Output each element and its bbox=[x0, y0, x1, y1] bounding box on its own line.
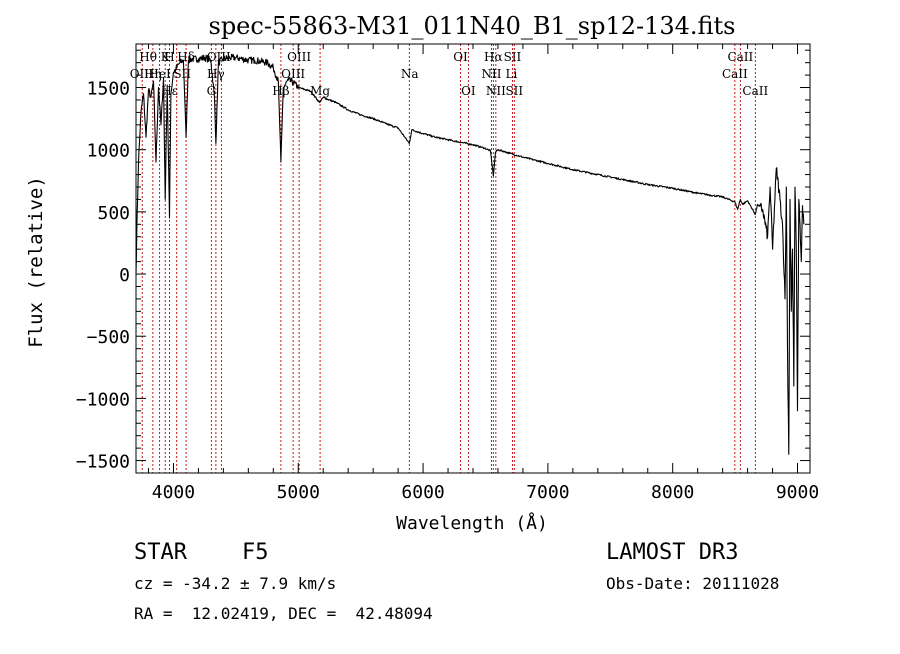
x-tick-label: 9000 bbox=[776, 482, 819, 503]
marker-label: CaII bbox=[727, 50, 753, 64]
marker-label: OI bbox=[461, 84, 476, 98]
coordinates-text: RA = 12.02419, DEC = 42.48094 bbox=[134, 604, 433, 623]
marker-label: Hβ bbox=[272, 84, 289, 98]
y-tick-label: 1500 bbox=[87, 79, 130, 100]
marker-label: CaII bbox=[742, 84, 768, 98]
survey-name: LAMOST DR3 bbox=[606, 540, 739, 565]
x-tick-label: 4000 bbox=[152, 482, 195, 503]
y-tick-label: −500 bbox=[87, 327, 130, 348]
marker-label: SII bbox=[505, 84, 523, 98]
marker-label: Hε bbox=[161, 84, 178, 98]
x-tick-label: 5000 bbox=[277, 482, 320, 503]
y-tick-label: 500 bbox=[97, 203, 130, 224]
marker-label: OIII bbox=[287, 50, 311, 64]
marker-label: Mg bbox=[310, 84, 330, 98]
marker-label: NII bbox=[486, 84, 506, 98]
marker-label: OII bbox=[130, 67, 150, 81]
marker-label: Li bbox=[506, 67, 518, 81]
marker-label: OIII bbox=[207, 50, 231, 64]
marker-label: HeI bbox=[148, 67, 171, 81]
marker-label: Hα bbox=[484, 50, 503, 64]
object-subclass: F5 bbox=[242, 540, 269, 565]
marker-label: Hδ bbox=[177, 50, 195, 64]
marker-label: G bbox=[207, 84, 217, 98]
marker-label: H bbox=[164, 50, 174, 64]
y-tick-label: −1500 bbox=[76, 452, 130, 473]
marker-label: NII bbox=[481, 67, 501, 81]
marker-label: SII bbox=[173, 67, 191, 81]
y-axis-label: Flux (relative) bbox=[25, 176, 47, 348]
y-tick-label: −1000 bbox=[76, 389, 130, 410]
object-class: STAR bbox=[134, 540, 187, 565]
plot-frame bbox=[135, 43, 811, 474]
x-tick-label: 6000 bbox=[401, 482, 444, 503]
obs-date-text: Obs-Date: 20111028 bbox=[606, 574, 780, 593]
x-tick-label: 8000 bbox=[651, 482, 694, 503]
chart-title: spec-55863-M31_011N40_B1_sp12-134.fits bbox=[209, 12, 736, 40]
marker-label: K bbox=[161, 50, 171, 64]
y-axis: −1500 −1000 −500 0 500 1000 1500 bbox=[76, 49, 810, 474]
y-tick-label: 0 bbox=[119, 265, 130, 286]
redshift-text: cz = -34.2 ± 7.9 km/s bbox=[134, 574, 337, 593]
marker-label: Hθ bbox=[139, 50, 157, 64]
x-axis-label: Wavelength (Å) bbox=[396, 512, 548, 534]
x-axis: 4000 5000 6000 7000 8000 9000 bbox=[147, 44, 819, 503]
marker-label: SII bbox=[504, 50, 522, 64]
marker-label: OIII bbox=[281, 67, 305, 81]
line-markers bbox=[141, 44, 756, 473]
y-tick-label: 1000 bbox=[87, 141, 130, 162]
marker-label: Hγ bbox=[207, 67, 225, 81]
x-tick-label: 7000 bbox=[526, 482, 569, 503]
marker-label: Hη bbox=[144, 67, 162, 81]
marker-label: CaII bbox=[722, 67, 748, 81]
spectrum-line bbox=[135, 53, 805, 455]
marker-label: Na bbox=[401, 67, 419, 81]
marker-label: OI bbox=[453, 50, 468, 64]
